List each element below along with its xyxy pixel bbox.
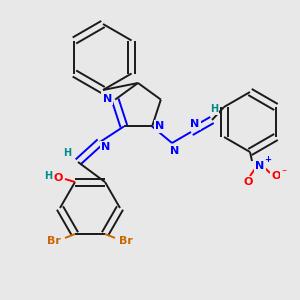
Text: N: N (103, 94, 112, 103)
Text: H: H (63, 148, 71, 158)
Text: O: O (271, 171, 281, 181)
Text: O: O (243, 177, 253, 187)
Text: ⁻: ⁻ (281, 168, 286, 178)
Text: O: O (53, 173, 63, 183)
Text: H: H (210, 104, 218, 114)
Text: N: N (101, 142, 111, 152)
Text: H: H (44, 171, 52, 181)
Text: N: N (170, 146, 180, 156)
Text: Br: Br (47, 236, 61, 246)
Text: N: N (190, 119, 200, 129)
Text: Br: Br (119, 236, 133, 246)
Text: +: + (265, 155, 272, 164)
Text: N: N (255, 161, 265, 171)
Text: N: N (155, 122, 165, 131)
